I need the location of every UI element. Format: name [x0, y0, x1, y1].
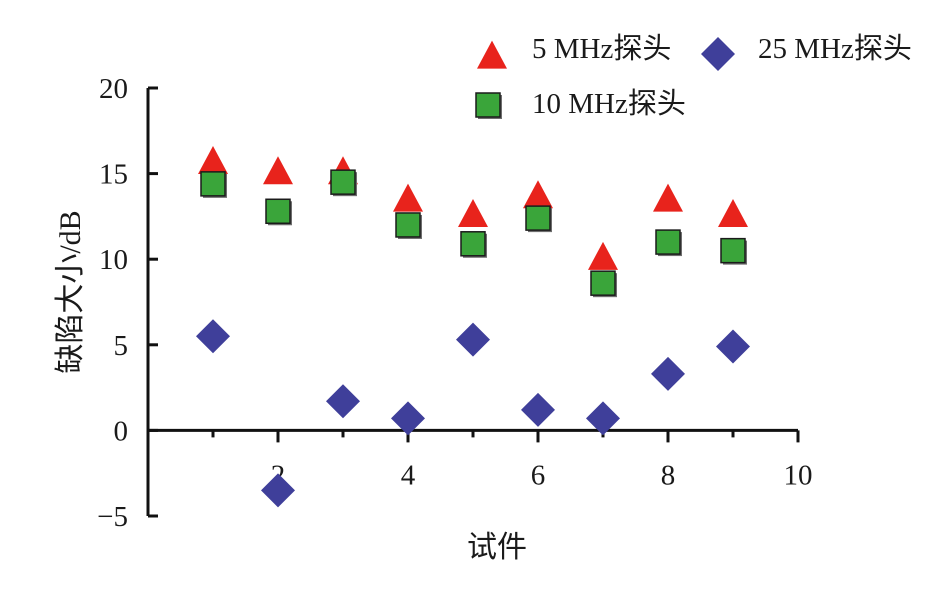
square-point [460, 231, 486, 257]
triangle-point [653, 183, 683, 212]
square-point [200, 171, 226, 197]
diamond-point [456, 322, 490, 357]
triangle-point [458, 199, 488, 228]
x-axis-label: 试件 [467, 531, 527, 564]
y-tick-label: 15 [99, 159, 128, 191]
diamond-point [521, 392, 555, 427]
diamond-point [326, 384, 360, 419]
tick-labels: −505101520246810 [97, 73, 812, 533]
square-point [720, 237, 746, 264]
diamond-point [196, 319, 230, 354]
triangle-point [263, 156, 293, 185]
legend-triangle-marker [477, 40, 507, 69]
legend-label: 25 MHz探头 [758, 32, 912, 65]
legend: 5 MHz探头 25 MHz探头 10 MHz探头 [475, 32, 912, 120]
x-tick-label: 6 [531, 459, 546, 491]
triangle-point [393, 183, 423, 212]
triangle-point [523, 180, 553, 209]
x-tick-label: 8 [661, 459, 676, 491]
legend-diamond-marker [701, 37, 735, 71]
square-point [590, 270, 616, 296]
y-tick-label: 5 [114, 330, 129, 362]
x-tick-label: 4 [401, 459, 416, 491]
triangle-point [718, 199, 748, 228]
diamond-point [651, 356, 685, 391]
x-tick-label: 10 [784, 459, 813, 491]
square-point [265, 198, 291, 225]
y-axis-label: 缺陷大小/dB [54, 210, 87, 373]
legend-square-marker [475, 92, 501, 118]
triangle-point [588, 241, 618, 270]
data-marks [196, 145, 750, 508]
diamond-point [586, 401, 620, 436]
diamond-point [716, 329, 750, 364]
diamond-point [261, 473, 295, 508]
axes [146, 86, 800, 518]
square-point [330, 169, 356, 195]
square-point [655, 229, 681, 255]
legend-label: 10 MHz探头 [532, 87, 686, 120]
y-tick-label: 10 [99, 244, 128, 276]
y-tick-label: −5 [97, 501, 128, 533]
legend-label: 5 MHz探头 [532, 32, 671, 65]
triangle-point [198, 145, 228, 174]
y-tick-label: 20 [99, 73, 128, 105]
diamond-point [391, 401, 425, 436]
square-point [395, 212, 421, 238]
y-tick-label: 0 [114, 415, 129, 447]
square-point [525, 205, 551, 231]
